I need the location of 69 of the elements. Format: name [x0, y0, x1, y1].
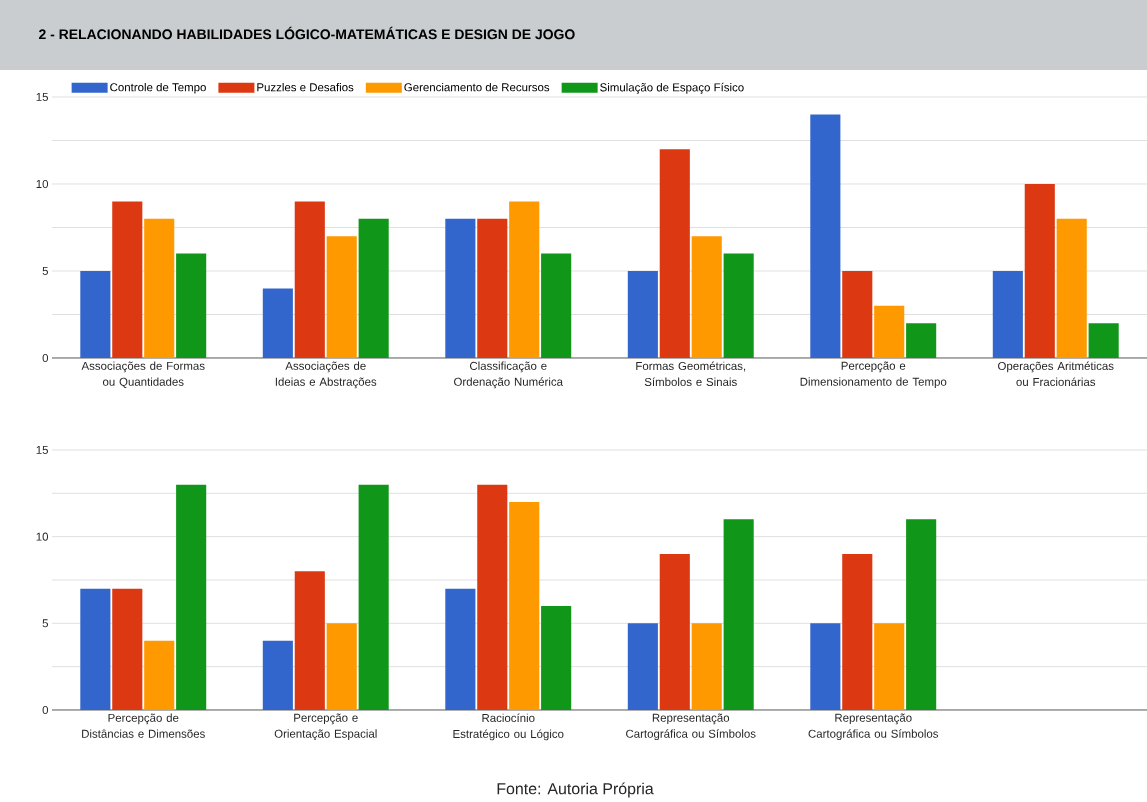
bar [810, 114, 841, 358]
bar [659, 553, 690, 710]
bar [992, 270, 1023, 358]
x-tick-label: Percepção e Orientação Espacial [274, 713, 377, 741]
bar [358, 218, 389, 358]
x-tick-label: Formas Geométricas, Símbolos e Sinais [636, 361, 746, 386]
bar [358, 484, 389, 710]
bar [874, 305, 905, 358]
legend-label: Controle de Tempo [110, 82, 206, 94]
bar [627, 623, 658, 710]
bar [326, 623, 357, 710]
source-note: Fonte: Autoria Própria [497, 782, 654, 798]
chart-title: 2 - RELACIONANDO HABILIDADES LÓGICO-MATEMÁTICAS E DESIGN DE JOGO [39, 26, 575, 40]
x-tick-label: Associações de Ideias e Abstrações [275, 361, 377, 389]
bar [294, 201, 325, 358]
bar [144, 640, 175, 710]
x-tick-label: Representação Cartográfica ou Símbolos [808, 713, 939, 741]
x-tick-label: Operações Aritméticas ou Fracionárias [998, 361, 1114, 386]
y-tick-label: 15 [36, 445, 49, 454]
bar [659, 149, 690, 358]
bar [477, 218, 508, 358]
bar [906, 519, 937, 710]
bar [842, 270, 873, 358]
y-tick-label: 5 [42, 619, 49, 628]
y-tick-label: 0 [42, 353, 49, 363]
x-tick-label: Associações de Formas ou Quantidades [81, 361, 205, 388]
y-tick-label: 15 [36, 92, 49, 101]
bar [1024, 183, 1055, 358]
x-tick-label: Representação Cartográfica ou Símbolos [626, 713, 756, 741]
bar [112, 201, 143, 358]
bar [176, 484, 207, 710]
bar [691, 236, 722, 358]
x-tick-label: Raciocínio Estratégico ou Lógico [453, 713, 564, 741]
bar [842, 553, 873, 710]
bar [112, 588, 143, 710]
bar [1056, 218, 1087, 358]
bar [723, 519, 754, 710]
bar [176, 253, 207, 358]
bar [627, 270, 658, 358]
bar [80, 270, 111, 358]
x-tick-label: Classificação e Ordenação Numérica [454, 361, 563, 389]
bar [810, 623, 841, 710]
bar [144, 218, 175, 358]
legend-label: Simulação de Espaço Físico [600, 82, 744, 94]
bar [445, 218, 476, 358]
bar [326, 236, 357, 358]
bar [723, 253, 754, 358]
legend-label: Gerenciamento de Recursos [404, 82, 550, 92]
legend-label: Puzzles e Desafios [257, 82, 354, 92]
bar [294, 571, 325, 710]
bar [80, 588, 111, 710]
bar [541, 605, 572, 710]
y-tick-label: 10 [36, 179, 49, 189]
bar [906, 323, 937, 358]
bar [1088, 323, 1119, 358]
bar [445, 588, 476, 710]
bar [509, 201, 540, 358]
x-tick-label: Percepção e Dimensionamento de Tempo [800, 361, 947, 389]
bar [477, 484, 508, 710]
bar [509, 501, 540, 710]
y-tick-label: 10 [36, 532, 49, 541]
x-tick-label: Percepção de Distâncias e Dimensões [82, 713, 205, 738]
bar [262, 288, 293, 358]
bar [691, 623, 722, 710]
bar [874, 623, 905, 710]
y-tick-label: 5 [42, 266, 49, 275]
y-tick-label: 0 [42, 705, 49, 715]
bar [541, 253, 572, 358]
bar [262, 640, 293, 710]
